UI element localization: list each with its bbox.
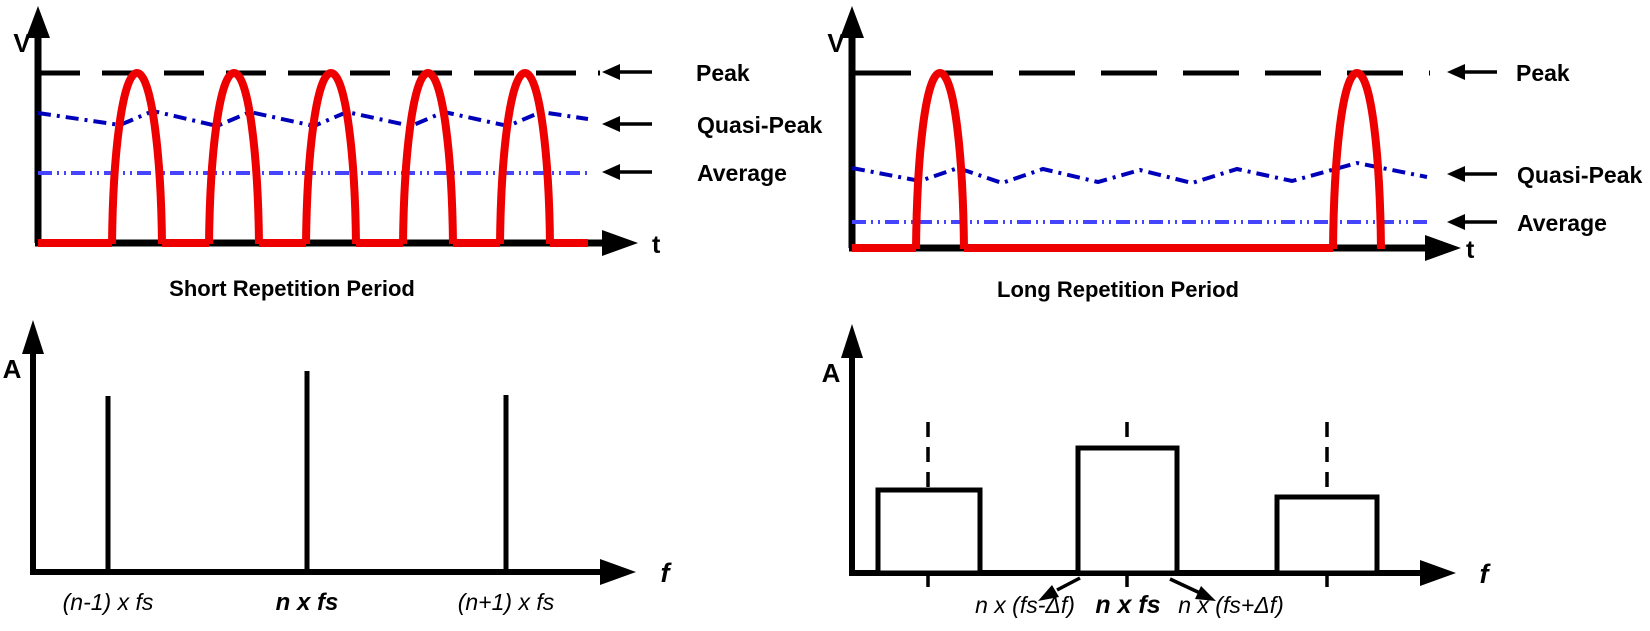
t-axis-arrow-icon: [1425, 235, 1461, 261]
f-axis-label: f: [1480, 559, 1492, 589]
bar-label: n x (fs+Δf): [1178, 592, 1284, 618]
peak-label: Peak: [1516, 60, 1570, 86]
pulse-curve: [912, 68, 968, 250]
t-axis-label: t: [652, 231, 661, 259]
panel-title: Long Repetition Period: [997, 277, 1239, 302]
label-pointer-arrow-right: [1169, 577, 1201, 595]
a-axis-label: A: [3, 354, 22, 384]
panel-line-spectrum: A f (n-1) x fs n x fs (n+1) x fs: [3, 320, 673, 616]
v-axis-arrow-icon: [840, 6, 864, 38]
t-axis-arrow-icon: [602, 230, 638, 256]
panel-short-repetition: V t Peak Quasi-Peak Average Short Repeti…: [13, 6, 822, 301]
quasi-peak-annotation-arrowhead-icon: [1447, 166, 1465, 182]
average-annotation-arrowhead-icon: [1447, 214, 1465, 230]
quasi-peak-label: Quasi-Peak: [697, 112, 822, 138]
quasi-peak-line: [37, 108, 589, 129]
spectrum-bar: [1075, 445, 1180, 576]
spectral-line-label: n x fs: [276, 589, 339, 616]
v-axis-arrow-icon: [26, 6, 50, 38]
bar-label-highlight: n x fs: [1095, 591, 1160, 619]
peak-annotation-arrowhead-icon: [1447, 64, 1465, 80]
spectrum-bar: [1274, 494, 1380, 576]
pulse-curve: [1329, 68, 1385, 250]
bar-label: n x (fs-Δf): [975, 592, 1075, 618]
quasi-peak-line: [851, 160, 1428, 186]
f-axis-label: f: [661, 558, 673, 588]
average-annotation-arrowhead-icon: [602, 164, 620, 180]
panel-title: Short Repetition Period: [169, 276, 415, 301]
f-axis-arrow-icon: [1420, 560, 1456, 586]
spectral-line-label: (n-1) x fs: [63, 589, 154, 615]
quasi-peak-annotation-arrowhead-icon: [602, 116, 620, 132]
pulse-curve: [108, 68, 166, 245]
pulse-curve: [399, 68, 457, 245]
label-pointer-arrowhead-icon: [1038, 585, 1059, 601]
v-axis-label: V: [827, 28, 845, 58]
peak-annotation-arrowhead-icon: [602, 64, 620, 80]
spectrum-bar: [875, 487, 983, 576]
f-axis-arrow-icon: [600, 559, 636, 585]
label-pointer-arrowhead-icon: [1195, 586, 1216, 601]
a-axis-label: A: [822, 358, 841, 388]
quasi-peak-label: Quasi-Peak: [1517, 162, 1642, 188]
panel-broadened-spectrum: A f n x (fs-Δf) n x fs n x (fs+Δf): [822, 324, 1492, 619]
average-label: Average: [697, 160, 787, 186]
a-axis-arrow-icon: [841, 324, 863, 358]
peak-label: Peak: [696, 60, 750, 86]
label-pointer-arrow-left: [1056, 576, 1081, 592]
pulse-curve: [205, 68, 263, 245]
pulse-curve: [302, 68, 360, 245]
pulse-curve: [496, 68, 554, 245]
t-axis-label: t: [1466, 236, 1475, 264]
spectral-line-label: (n+1) x fs: [458, 589, 555, 615]
v-axis-label: V: [13, 28, 31, 58]
a-axis-arrow-icon: [22, 320, 44, 354]
average-label: Average: [1517, 210, 1607, 236]
panel-long-repetition: V t Peak Quasi-Peak Average Long Repetit…: [827, 6, 1642, 302]
